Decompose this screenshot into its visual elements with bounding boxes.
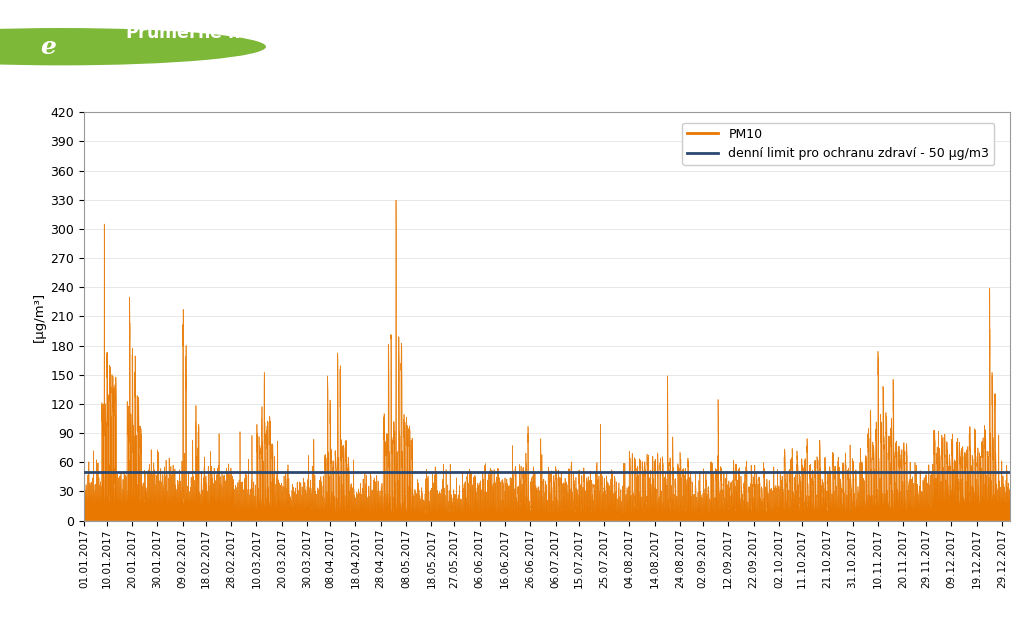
Text: Průměrné hodinové koncentrace PM$_{10}$ na měřicí stanici Lom ČHMÚ za rok 2017: Průměrné hodinové koncentrace PM$_{10}$ … [125,19,898,43]
Y-axis label: [μg/m³]: [μg/m³] [33,292,46,341]
Bar [84,521,1010,535]
Text: e: e [40,35,56,59]
Legend: PM10, denní limit pro ochranu zdraví - 50 μg/m3: PM10, denní limit pro ochranu zdraví - 5… [682,122,994,165]
Circle shape [0,28,266,66]
Text: Zpracovalo Ekologické centrum Most na základě operativních dat Českého hydromete: Zpracovalo Ekologické centrum Most na zá… [149,61,874,76]
